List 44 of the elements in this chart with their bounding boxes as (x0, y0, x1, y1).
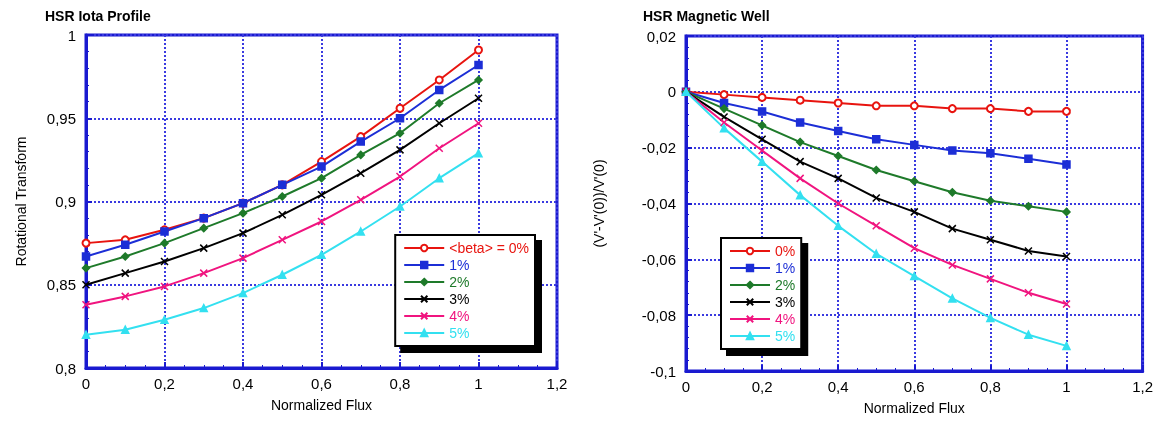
y-tick-label: 0,85 (46, 276, 76, 294)
x-tick-label: 0,8 (979, 378, 1001, 395)
x-tick-label: 1 (1062, 378, 1071, 395)
y-tick-label: -0,04 (641, 195, 676, 212)
x-tick-label: 0,2 (751, 378, 773, 395)
y-tick-label: 1 (67, 26, 76, 44)
y-tick-label: -0,06 (641, 250, 676, 268)
x-tick-label: 0,6 (311, 375, 332, 392)
x-axis-title: Normalized Flux (270, 397, 373, 413)
legend-label: 3% (775, 294, 796, 310)
legend-label: 1% (449, 257, 470, 273)
chart-title: HSR Iota Profile (45, 8, 152, 24)
chart-title: HSR Magnetic Well (643, 8, 770, 24)
legend-label: 5% (775, 328, 796, 344)
x-axis-title: Normalized Flux (863, 400, 965, 416)
y-tick-label: -0,02 (641, 139, 676, 157)
legend-label: 0% (775, 243, 796, 259)
x-tick-label: 0 (681, 378, 691, 395)
legend-label: 4% (775, 311, 796, 327)
y-axis-title: Rotational Transform (13, 136, 29, 267)
x-tick-label: 0 (81, 375, 91, 392)
y-tick-label: 0 (667, 83, 676, 101)
x-tick-label: 0,4 (827, 378, 849, 395)
legend-label: 5% (449, 325, 470, 341)
x-tick-label: 1 (474, 375, 483, 392)
x-tick-label: 0,8 (389, 375, 411, 392)
legend-label: 4% (449, 308, 470, 324)
x-tick-label: 1,2 (546, 375, 568, 392)
legend-label: 2% (449, 274, 470, 290)
y-axis-title: (V'-V'(0))/V'(0) (591, 159, 607, 248)
x-tick-label: 0,2 (154, 375, 175, 392)
y-tick-label: 0,8 (55, 359, 76, 377)
y-tick-label: -0,08 (641, 306, 676, 324)
y-tick-label: -0,1 (650, 362, 676, 380)
x-tick-label: 0,6 (903, 378, 925, 395)
y-tick-label: 0,02 (646, 27, 676, 45)
y-tick-label: 0,9 (55, 193, 76, 210)
legend-label: 1% (775, 260, 796, 276)
legend-label: 2% (775, 277, 796, 293)
legend-label: <beta> = 0% (449, 240, 530, 256)
x-tick-label: 0,4 (232, 375, 254, 392)
y-tick-label: 0,95 (46, 109, 76, 127)
legend-label: 3% (449, 291, 470, 307)
x-tick-label: 1,2 (1132, 378, 1153, 395)
